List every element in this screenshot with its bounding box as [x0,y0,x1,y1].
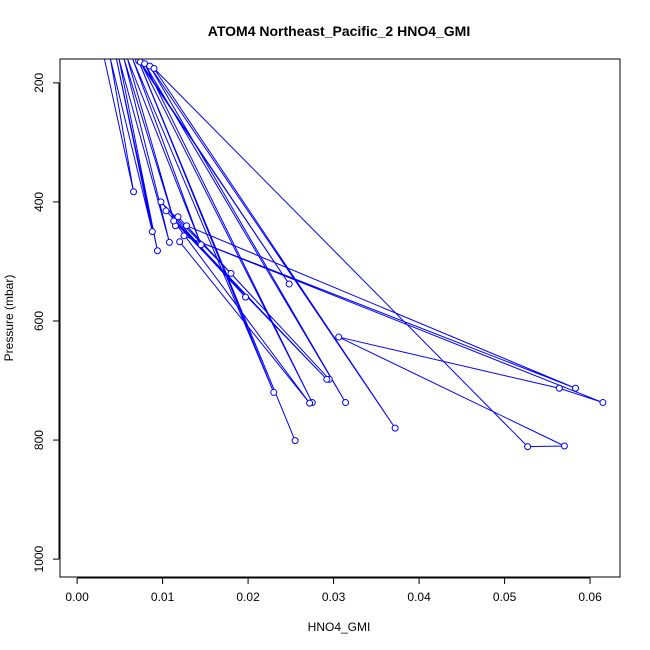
y-tick-label: 1000 [32,545,46,572]
data-point [183,222,191,230]
x-tick-label: 0.03 [322,590,346,604]
x-tick-label: 0.06 [578,590,602,604]
data-point [165,238,173,246]
data-point [285,280,293,288]
data-point [242,293,250,301]
chart-title: ATOM4 Northeast_Pacific_2 HNO4_GMI [208,23,470,39]
x-axis: 0.00 0.01 0.02 0.03 0.04 0.05 0.06 [65,577,602,604]
data-point [306,399,314,407]
data-point [157,198,165,206]
data-point [162,207,170,215]
data-point [270,388,278,396]
y-tick-label: 600 [32,311,46,331]
x-tick-label: 0.05 [493,590,517,604]
data-point [342,399,350,407]
x-tick-label: 0.01 [151,590,175,604]
x-tick-label: 0.04 [407,590,431,604]
x-tick-label: 0.02 [236,590,260,604]
y-tick-label: 400 [32,192,46,212]
data-point [227,269,235,277]
x-tick-label: 0.00 [65,590,89,604]
data-point [323,375,331,383]
data-point [150,65,158,73]
data-point [291,437,299,445]
y-tick-label: 800 [32,430,46,450]
y-axis: 200 400 600 800 1000 [32,72,60,572]
data-point [130,188,138,196]
plot-frame [59,58,621,578]
data-point [148,228,156,236]
data-point [555,384,563,392]
x-axis-label: HNO4_GMI [308,620,371,634]
data-point [153,247,161,255]
data-point [560,442,568,450]
data-point [524,443,532,451]
data-point [391,424,399,432]
data-point [599,399,607,407]
data-point [335,333,343,341]
data-point [174,213,182,221]
data-points [130,59,607,451]
data-point [197,241,205,249]
data-point [180,232,188,240]
y-axis-label: Pressure (mbar) [2,275,16,362]
data-point [176,238,184,246]
data-point [170,217,178,225]
data-point [572,384,580,392]
y-tick-label: 200 [32,72,46,92]
